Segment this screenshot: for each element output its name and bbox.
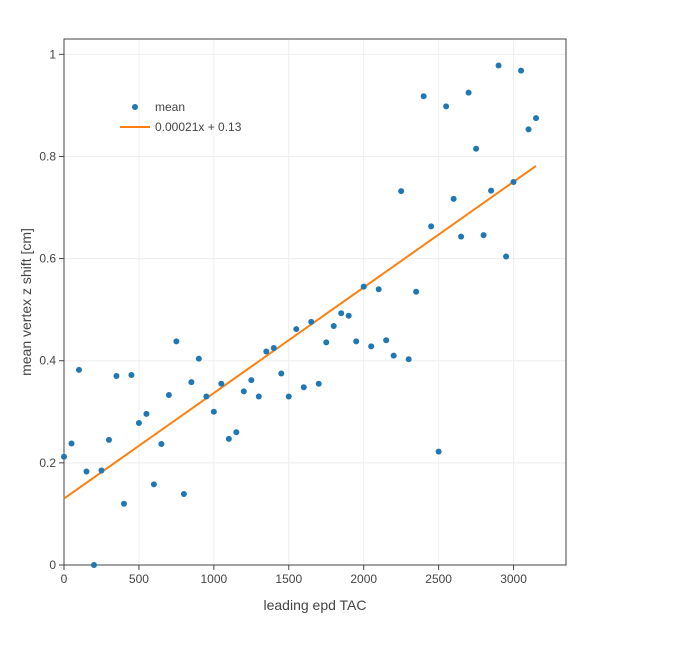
- data-point: [473, 145, 480, 152]
- data-point: [293, 326, 300, 333]
- data-point: [165, 391, 172, 398]
- data-point: [255, 393, 262, 400]
- data-point: [510, 178, 517, 185]
- data-point: [353, 338, 360, 345]
- data-point: [300, 384, 307, 391]
- data-point: [390, 352, 397, 359]
- x-tick-label: 0: [61, 572, 68, 586]
- data-point: [443, 103, 450, 110]
- fit-line: [63, 165, 537, 500]
- data-point: [173, 338, 180, 345]
- data-point: [428, 223, 435, 230]
- data-point: [413, 288, 420, 295]
- data-point: [323, 339, 330, 346]
- data-point: [518, 67, 525, 74]
- data-point: [233, 429, 240, 436]
- legend: mean 0.00021x + 0.13: [120, 100, 242, 134]
- data-point: [210, 408, 217, 415]
- data-point: [203, 393, 210, 400]
- data-point: [278, 370, 285, 377]
- x-tick-label: 500: [129, 572, 149, 586]
- x-tick-label: 2500: [425, 572, 452, 586]
- data-point: [525, 126, 532, 133]
- legend-mean-label: mean: [155, 100, 185, 114]
- data-point: [345, 312, 352, 319]
- data-point: [420, 93, 427, 100]
- data-point: [375, 286, 382, 293]
- data-point: [218, 380, 225, 387]
- x-axis-title: leading epd TAC: [264, 597, 367, 613]
- y-tick-label: 0.4: [39, 354, 56, 368]
- y-axis-ticks: 0 0.2 0.4 0.6 0.8 1: [39, 47, 64, 572]
- data-point: [435, 448, 442, 455]
- data-point: [338, 310, 345, 317]
- data-point: [270, 344, 277, 351]
- x-tick-label: 2000: [350, 572, 377, 586]
- data-point: [458, 233, 465, 240]
- y-tick-label: 0.2: [39, 456, 56, 470]
- data-point: [61, 453, 67, 460]
- legend-fit-label: 0.00021x + 0.13: [155, 120, 242, 134]
- data-point: [113, 373, 120, 380]
- data-point: [128, 372, 135, 379]
- grid-lines: [63, 39, 566, 566]
- data-point: [180, 491, 187, 498]
- fit-series: [63, 165, 537, 500]
- data-point: [405, 356, 412, 363]
- data-point: [368, 343, 375, 350]
- data-point: [90, 562, 97, 568]
- y-tick-label: 0.6: [39, 252, 56, 266]
- data-point: [308, 318, 315, 325]
- data-point: [315, 380, 322, 387]
- data-point: [480, 232, 487, 239]
- data-point: [120, 500, 127, 507]
- x-axis-ticks: 0 500 1000 1500 2000 2500 3000: [61, 565, 527, 586]
- data-point: [75, 366, 82, 373]
- data-point: [195, 355, 202, 362]
- data-point: [330, 323, 337, 330]
- data-point: [465, 89, 472, 96]
- data-point: [188, 379, 195, 386]
- data-point: [450, 195, 457, 202]
- data-point: [83, 468, 90, 475]
- mean-series: [61, 62, 540, 568]
- data-point: [98, 467, 105, 474]
- data-point: [240, 388, 247, 395]
- data-point: [225, 435, 232, 442]
- data-point: [398, 188, 405, 195]
- data-point: [248, 377, 255, 384]
- data-point: [495, 62, 502, 69]
- data-point: [68, 440, 75, 447]
- data-point: [150, 481, 157, 488]
- data-point: [105, 436, 112, 443]
- data-point: [533, 115, 540, 122]
- data-point: [360, 283, 367, 290]
- data-point: [285, 393, 292, 400]
- data-point: [135, 420, 142, 427]
- x-tick-label: 3000: [500, 572, 527, 586]
- data-point: [488, 187, 495, 194]
- x-tick-label: 1000: [200, 572, 227, 586]
- data-point: [263, 348, 270, 355]
- y-axis-title: mean vertex z shift [cm]: [18, 228, 34, 376]
- y-tick-label: 0: [49, 558, 56, 572]
- data-point: [383, 337, 390, 344]
- legend-mean-swatch: [132, 104, 138, 110]
- plot-frame: [63, 38, 567, 566]
- y-tick-label: 0.8: [39, 149, 56, 163]
- data-point: [143, 410, 150, 417]
- data-point: [503, 253, 510, 260]
- y-tick-label: 1: [49, 47, 56, 61]
- x-tick-label: 1500: [275, 572, 302, 586]
- data-point: [158, 440, 165, 447]
